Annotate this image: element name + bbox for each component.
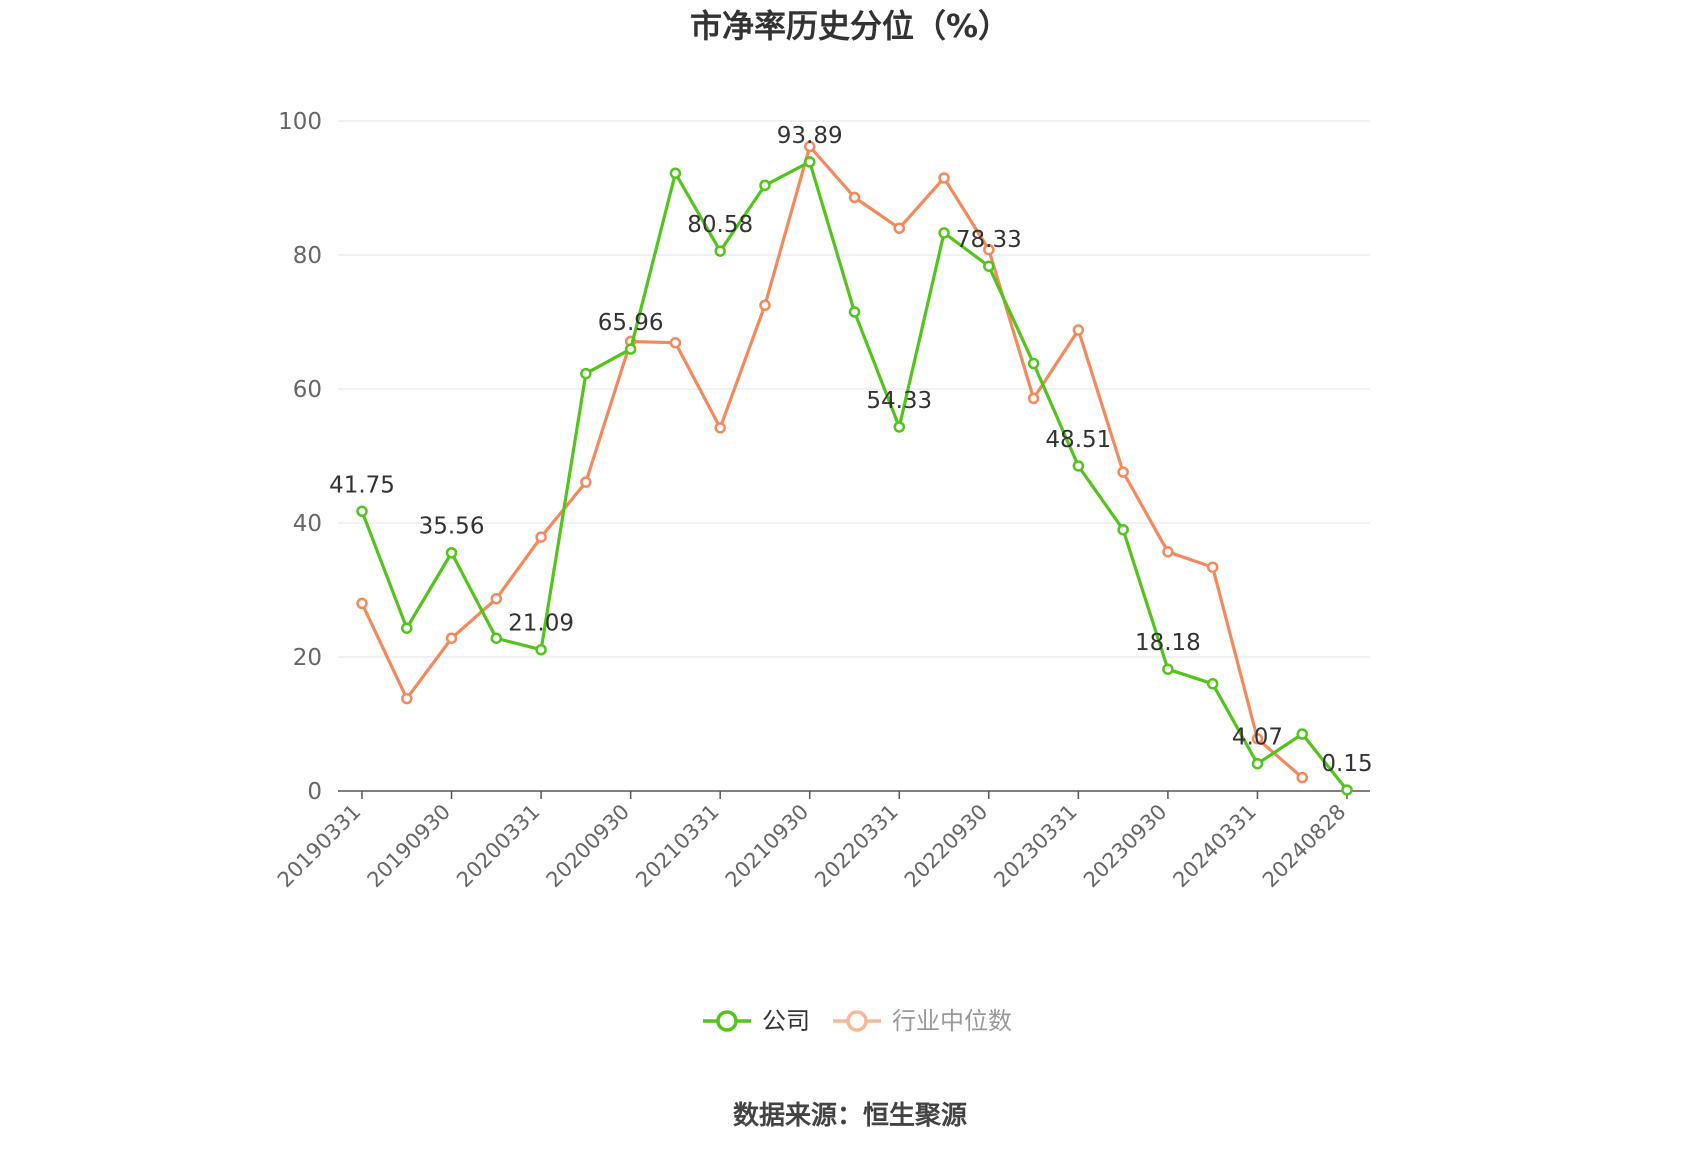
data-point[interactable] xyxy=(1162,546,1174,558)
data-label: 4.07 xyxy=(1232,725,1283,751)
data-label: 65.96 xyxy=(598,310,664,336)
data-point[interactable] xyxy=(356,597,368,610)
data-point[interactable] xyxy=(1072,460,1085,472)
data-point[interactable] xyxy=(445,546,458,559)
data-labels: 41.75 35.56 21.09 65.96 80.58 93.89 54.33 78.33… xyxy=(329,123,1373,777)
data-point[interactable] xyxy=(669,167,682,180)
data-point[interactable] xyxy=(893,222,906,234)
data-point[interactable] xyxy=(445,632,458,644)
data-point[interactable] xyxy=(848,191,861,204)
xtick-label: 20220331 xyxy=(810,800,903,893)
data-point[interactable] xyxy=(580,367,592,380)
data-point[interactable] xyxy=(714,245,726,257)
xtick-label: 20240331 xyxy=(1168,800,1261,893)
data-point[interactable] xyxy=(983,243,995,256)
xtick-label: 20240828 xyxy=(1258,800,1351,893)
xtick-label: 20210331 xyxy=(631,800,724,893)
data-point[interactable] xyxy=(1251,732,1264,745)
data-point[interactable] xyxy=(401,692,413,705)
data-label: 35.56 xyxy=(419,514,485,540)
xtick-label: 20210930 xyxy=(721,800,814,893)
data-point[interactable] xyxy=(759,299,771,311)
data-point[interactable] xyxy=(759,179,771,192)
data-point[interactable] xyxy=(490,632,503,644)
data-point[interactable] xyxy=(1027,392,1040,405)
data-point[interactable] xyxy=(848,306,861,318)
legend-company-label[interactable]: 公司 xyxy=(762,1007,810,1035)
data-label: 78.33 xyxy=(956,227,1022,253)
xtick-label: 20230331 xyxy=(989,800,1082,893)
ytick-label: 80 xyxy=(293,243,322,269)
data-label: 0.15 xyxy=(1321,751,1372,777)
series-line-1 xyxy=(360,144,1304,779)
data-point[interactable] xyxy=(1251,757,1264,770)
data-label: 18.18 xyxy=(1135,630,1201,656)
data-point[interactable] xyxy=(580,476,592,488)
grid xyxy=(338,120,1370,658)
xtick-label: 20230930 xyxy=(1079,800,1172,893)
series-line-0 xyxy=(360,160,1349,791)
data-point[interactable] xyxy=(803,156,816,168)
data-point[interactable] xyxy=(983,260,995,272)
data-point[interactable] xyxy=(1296,771,1308,784)
xtick-label: 20190331 xyxy=(273,800,366,893)
series-layer xyxy=(356,140,1353,796)
data-point[interactable] xyxy=(535,531,547,543)
data-label: 21.09 xyxy=(508,611,574,637)
ytick-label: 100 xyxy=(278,109,322,135)
data-point[interactable] xyxy=(938,172,950,184)
data-point[interactable] xyxy=(535,643,547,656)
legend-company-marker[interactable] xyxy=(716,1010,738,1032)
data-point[interactable] xyxy=(490,592,503,605)
data-point[interactable] xyxy=(669,337,682,349)
ytick-label: 60 xyxy=(293,377,322,403)
data-point[interactable] xyxy=(1206,561,1219,573)
data-label: 41.75 xyxy=(329,472,395,498)
ytick-label: 0 xyxy=(307,779,322,805)
data-point[interactable] xyxy=(1341,784,1353,796)
data-point[interactable] xyxy=(1162,663,1174,675)
chart-title: 市净率历史分位（%） xyxy=(690,7,1010,45)
data-point[interactable] xyxy=(1206,678,1219,690)
data-point[interactable] xyxy=(1027,357,1040,370)
data-point[interactable] xyxy=(624,343,637,355)
xtick-label: 20190930 xyxy=(363,800,456,893)
data-point[interactable] xyxy=(1117,523,1129,536)
data-point[interactable] xyxy=(938,227,950,239)
data-point[interactable] xyxy=(1072,324,1085,336)
axes: 0 20 40 60 80 100 2019033120190930202003312020… xyxy=(273,109,1370,892)
data-label: 80.58 xyxy=(687,212,753,238)
ytick-label: 40 xyxy=(293,511,322,537)
legend[interactable]: 公司 行业中位数 xyxy=(703,1007,1012,1035)
data-point[interactable] xyxy=(714,422,726,434)
data-label: 48.51 xyxy=(1045,427,1111,453)
xtick-label: 20200930 xyxy=(542,800,635,893)
ytick-label: 20 xyxy=(293,645,322,671)
data-source: 数据来源：恒生聚源 xyxy=(733,1101,967,1131)
xtick-label: 20200331 xyxy=(452,800,545,893)
xtick-label: 20220930 xyxy=(900,800,993,893)
legend-industry-marker[interactable] xyxy=(846,1010,868,1032)
legend-industry-label[interactable]: 行业中位数 xyxy=(892,1007,1012,1035)
data-point[interactable] xyxy=(893,421,906,433)
data-point[interactable] xyxy=(803,140,816,153)
data-label: 93.89 xyxy=(777,123,843,149)
data-point[interactable] xyxy=(356,505,368,518)
data-point[interactable] xyxy=(1117,466,1129,478)
data-point[interactable] xyxy=(1296,728,1308,740)
data-label: 54.33 xyxy=(866,388,932,414)
data-point[interactable] xyxy=(401,622,413,634)
